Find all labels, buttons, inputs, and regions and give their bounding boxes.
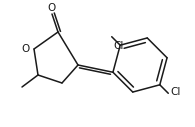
Text: O: O: [48, 3, 56, 13]
Text: O: O: [22, 44, 30, 54]
Text: Cl: Cl: [170, 87, 181, 97]
Text: Cl: Cl: [114, 41, 124, 51]
